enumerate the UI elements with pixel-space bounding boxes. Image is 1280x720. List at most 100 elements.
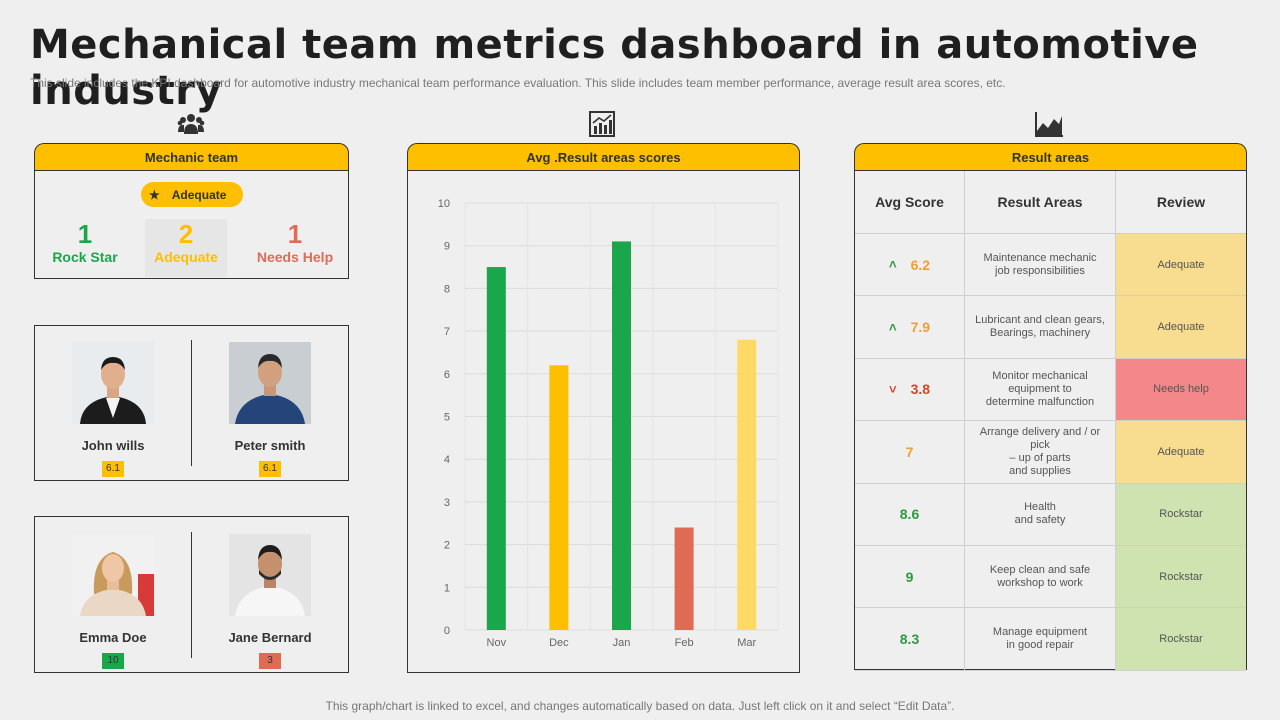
member-name: Peter smith bbox=[234, 438, 306, 453]
score-badge: 10 bbox=[102, 653, 124, 669]
table-row: ˄ 7.9 Lubricant and clean gears, Bearings,… bbox=[855, 296, 1246, 359]
score-value: 8.6 bbox=[899, 506, 920, 523]
avatar bbox=[229, 534, 311, 616]
x-tick-label: Jan bbox=[613, 637, 631, 649]
table-row: 7 Arrange delivery and / or pick – up of … bbox=[855, 421, 1246, 484]
avg-score: 8.6 bbox=[900, 506, 919, 522]
review-cell: Rockstar bbox=[1116, 546, 1246, 608]
avg-score: 7 bbox=[906, 444, 914, 460]
page-subtitle: This slide includes the KPI dashboard fo… bbox=[30, 76, 1006, 90]
member-emma-doe: Emma Doe 10 bbox=[58, 534, 168, 669]
bar-jan[interactable] bbox=[612, 241, 631, 630]
adequate-pill: ★ Adequate bbox=[141, 182, 243, 207]
y-tick-label: 4 bbox=[444, 454, 450, 466]
score-badge: 6.1 bbox=[102, 461, 124, 477]
result-area-cell: Health and safety bbox=[965, 483, 1116, 545]
avg-score: 9 bbox=[906, 569, 914, 585]
mechanic-team-panel: ★ Adequate 1 Rock Star 2 Adequate 1 Need… bbox=[34, 170, 349, 279]
member-card-row-1: John wills 6.1 Peter smith 6.1 bbox=[34, 325, 349, 481]
result-areas-panel: Avg Score Result Areas Review ˄ 6.2 Mainte… bbox=[854, 170, 1247, 671]
review-cell: Rockstar bbox=[1116, 483, 1246, 545]
score-value: 8.3 bbox=[899, 631, 920, 648]
avg-score-cell: 8.6 bbox=[855, 483, 965, 545]
x-tick-label: Nov bbox=[487, 637, 507, 649]
table-row: ˄ 6.2 Maintenance mechanic job responsibil… bbox=[855, 234, 1246, 297]
chart-panel-header: Avg .Result areas scores bbox=[407, 143, 800, 171]
avg-score-cell: 8.3 bbox=[855, 608, 965, 670]
member-john-wills: John wills 6.1 bbox=[58, 342, 168, 477]
mechanic-team-header: Mechanic team bbox=[34, 143, 349, 171]
x-tick-label: Dec bbox=[549, 637, 569, 649]
member-jane-bernard: Jane Bernard 3 bbox=[215, 534, 325, 669]
review-cell: Adequate bbox=[1116, 234, 1246, 296]
avg-score-cell: ˄ 6.2 bbox=[855, 234, 965, 296]
avg-score: ˄ 6.2 bbox=[889, 257, 930, 273]
result-area-cell: Lubricant and clean gears, Bearings, mac… bbox=[965, 296, 1116, 358]
bar-nov[interactable] bbox=[486, 267, 506, 630]
y-tick-label: 2 bbox=[444, 540, 450, 552]
stat-count: 2 bbox=[178, 219, 194, 249]
avatar bbox=[72, 534, 154, 616]
review-cell: Adequate bbox=[1116, 421, 1246, 483]
avatar bbox=[72, 342, 154, 424]
column-header: Result Areas bbox=[965, 171, 1116, 233]
member-name: John wills bbox=[81, 438, 145, 453]
team-icon bbox=[174, 110, 208, 138]
bar-mar[interactable] bbox=[737, 339, 757, 630]
trend-down-icon: ˅ bbox=[888, 381, 897, 397]
avg-score-cell: 9 bbox=[855, 546, 965, 608]
avg-score: 8.3 bbox=[900, 631, 919, 647]
stat-needs-help: 1 Needs Help bbox=[254, 219, 336, 277]
result-areas-header: Result areas bbox=[854, 143, 1247, 171]
avatar bbox=[229, 342, 311, 424]
avg-score-cell: ˅ 3.8 bbox=[855, 358, 965, 421]
result-area-cell: Arrange delivery and / or pick – up of p… bbox=[965, 421, 1116, 483]
score-value: 3.8 bbox=[910, 381, 931, 398]
score-value: 7.9 bbox=[910, 319, 931, 336]
y-tick-label: 5 bbox=[444, 412, 450, 424]
x-tick-label: Mar bbox=[737, 637, 756, 649]
score-value: 9 bbox=[905, 568, 914, 585]
y-tick-label: 1 bbox=[444, 582, 450, 594]
stat-label: Needs Help bbox=[256, 249, 334, 265]
trend-up-icon: ˄ bbox=[888, 257, 897, 273]
avg-score-cell: 7 bbox=[855, 421, 965, 483]
area-chart-icon bbox=[1032, 110, 1066, 138]
divider bbox=[191, 532, 192, 658]
column-header: Review bbox=[1156, 194, 1206, 210]
stat-rock-star: 1 Rock Star bbox=[44, 219, 126, 277]
score-value: 6.2 bbox=[910, 256, 931, 273]
stat-adequate: 2 Adequate bbox=[145, 219, 227, 277]
member-name: Jane Bernard bbox=[228, 630, 312, 645]
bar-chart-icon bbox=[585, 110, 619, 138]
member-name: Emma Doe bbox=[79, 630, 147, 645]
avg-score: ˄ 7.9 bbox=[889, 319, 930, 335]
stat-label: Rock Star bbox=[52, 249, 118, 265]
y-tick-label: 8 bbox=[444, 283, 450, 295]
table-header-row: Avg Score Result Areas Review bbox=[855, 171, 1246, 234]
avg-result-areas-chart: 0 1 2 3 4 5 6 7 8 9 10 Nov Dec Jan Feb Mar bbox=[438, 198, 779, 649]
y-tick-label: 0 bbox=[444, 625, 450, 637]
pill-label: Adequate bbox=[171, 187, 227, 202]
chart-panel: 0 1 2 3 4 5 6 7 8 9 10 Nov Dec Jan Feb Mar bbox=[407, 170, 800, 673]
page-footer: This graph/chart is linked to excel, and… bbox=[325, 699, 955, 713]
result-area-cell: Manage equipment in good repair bbox=[965, 608, 1116, 670]
result-area-cell: Maintenance mechanic job responsibilitie… bbox=[965, 234, 1116, 296]
review-cell: Needs help bbox=[1116, 358, 1246, 421]
stat-count: 1 bbox=[77, 219, 93, 249]
y-tick-label: 9 bbox=[444, 241, 450, 253]
page-title: Mechanical team metrics dashboard in aut… bbox=[30, 22, 1199, 114]
stat-label: Adequate bbox=[154, 249, 218, 265]
bar-dec[interactable] bbox=[549, 365, 569, 630]
y-tick-label: 10 bbox=[438, 198, 450, 210]
star-icon: ★ bbox=[149, 187, 160, 202]
trend-up-icon: ˄ bbox=[888, 319, 897, 335]
y-tick-label: 3 bbox=[444, 497, 450, 509]
member-peter-smith: Peter smith 6.1 bbox=[215, 342, 325, 477]
y-tick-label: 7 bbox=[444, 326, 450, 338]
review-cell: Rockstar bbox=[1116, 608, 1246, 670]
bar-feb[interactable] bbox=[674, 527, 694, 630]
divider bbox=[191, 340, 192, 466]
score-badge: 3 bbox=[259, 653, 281, 669]
avg-score-cell: ˄ 7.9 bbox=[855, 296, 965, 358]
